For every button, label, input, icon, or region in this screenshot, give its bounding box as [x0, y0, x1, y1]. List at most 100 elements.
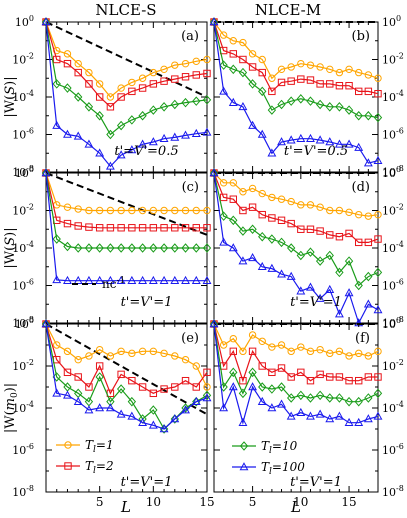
data-point-T100 [306, 411, 315, 420]
data-point-T2 [248, 203, 257, 211]
data-point-T1 [149, 347, 158, 356]
data-point-T10 [373, 267, 383, 278]
data-point-T100 [267, 263, 277, 272]
data-point-T10 [41, 319, 51, 329]
data-point-T10 [127, 396, 137, 407]
panel-annotation-f: t'=V'=1 [290, 475, 342, 490]
data-point-T1 [63, 203, 72, 211]
data-point-T2 [63, 59, 72, 68]
data-point-T2 [128, 224, 136, 232]
data-point-T2 [181, 376, 190, 385]
y-tick-label: 10-4 [382, 89, 404, 104]
data-point-T2 [85, 80, 93, 88]
y-tick-label: 100 [15, 165, 34, 180]
data-point-T2 [345, 376, 353, 385]
data-point-T2 [149, 224, 158, 232]
data-point-T1 [229, 179, 237, 187]
data-point-T10 [138, 110, 147, 121]
data-point-T100 [202, 127, 212, 136]
data-point-T1 [138, 74, 147, 82]
data-point-T10 [258, 382, 267, 392]
data-point-T100 [181, 405, 190, 414]
data-point-T2 [364, 87, 373, 96]
data-point-T10 [127, 115, 137, 125]
legend-marker-T1 [64, 441, 72, 449]
data-point-T10 [238, 388, 248, 399]
data-point-T100 [127, 411, 137, 420]
data-point-T10 [116, 243, 126, 253]
data-point-T100 [41, 17, 51, 26]
data-point-T1 [106, 352, 115, 360]
data-point-T10 [202, 95, 212, 105]
data-point-T2 [181, 224, 190, 232]
data-point-T1 [374, 210, 382, 219]
data-point-T100 [138, 417, 148, 426]
data-point-T100 [325, 414, 335, 423]
data-point-T100 [315, 409, 325, 418]
data-point-T1 [364, 352, 373, 360]
data-point-T1 [248, 331, 257, 339]
data-point-T1 [117, 84, 125, 92]
data-point-T10 [229, 215, 238, 226]
data-point-T1 [74, 59, 82, 68]
data-point-T100 [116, 275, 126, 285]
data-point-T100 [219, 237, 229, 246]
data-point-T10 [248, 224, 257, 235]
data-point-T1 [316, 63, 324, 71]
data-point-T10 [306, 247, 315, 257]
data-point-T100 [41, 319, 51, 328]
data-point-T100 [105, 275, 115, 285]
series-line-T1 [213, 172, 379, 217]
data-point-T100 [344, 417, 354, 426]
y-tick-label: 10-4 [382, 240, 404, 255]
data-point-T10 [127, 243, 137, 253]
data-point-T10 [335, 267, 344, 278]
data-point-T10 [373, 112, 383, 123]
data-point-T2 [326, 373, 334, 381]
data-point-T1 [117, 347, 125, 356]
data-point-T2 [374, 89, 382, 98]
data-point-T2 [192, 224, 200, 232]
data-point-T100 [228, 97, 238, 106]
data-point-T100 [286, 135, 296, 144]
data-point-T2 [355, 87, 363, 96]
data-point-T10 [335, 102, 344, 112]
data-point-T100 [277, 399, 286, 408]
data-point-T2 [277, 216, 286, 225]
data-point-T10 [229, 367, 238, 378]
data-point-T10 [364, 110, 373, 121]
data-point-T2 [326, 231, 334, 239]
data-point-T1 [171, 352, 179, 360]
data-point-T10 [306, 96, 315, 106]
data-point-T1 [258, 55, 266, 64]
data-point-T2 [171, 224, 179, 232]
data-point-T1 [74, 355, 82, 364]
data-point-T100 [52, 120, 62, 129]
data-point-T1 [335, 206, 344, 215]
data-point-T10 [116, 120, 126, 131]
legend-marker-T100 [239, 462, 249, 471]
data-point-T100 [148, 420, 158, 429]
data-point-T10 [364, 271, 373, 282]
data-point-T1 [53, 341, 61, 349]
data-point-T100 [209, 17, 219, 26]
data-point-T2 [355, 376, 363, 385]
panel-annotation-c: t'=V'=1 [121, 295, 173, 310]
series-line-T10 [45, 172, 207, 249]
data-point-T100 [138, 139, 148, 148]
y-tick-label: 10-2 [12, 52, 34, 67]
data-point-T1 [85, 206, 93, 215]
data-point-T1 [149, 206, 158, 215]
series-line-T1 [213, 21, 379, 80]
data-point-T2 [277, 78, 286, 87]
data-point-T10 [52, 79, 61, 89]
data-point-T1 [268, 193, 276, 202]
data-point-T1 [203, 206, 211, 215]
data-point-T100 [181, 275, 190, 285]
data-point-T2 [53, 55, 61, 64]
data-point-T1 [117, 206, 125, 215]
legend-label-T10: Tl=10 [261, 439, 298, 456]
